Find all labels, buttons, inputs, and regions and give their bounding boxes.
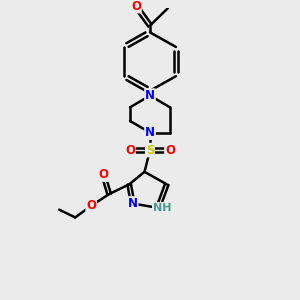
Text: N: N (128, 197, 138, 210)
Text: NH: NH (153, 203, 171, 213)
Text: N: N (145, 126, 155, 139)
Text: N: N (145, 89, 155, 102)
Text: O: O (125, 144, 135, 157)
Text: S: S (146, 144, 154, 157)
Text: O: O (165, 144, 175, 157)
Text: O: O (131, 0, 141, 13)
Text: O: O (86, 199, 96, 212)
Text: O: O (98, 168, 108, 181)
